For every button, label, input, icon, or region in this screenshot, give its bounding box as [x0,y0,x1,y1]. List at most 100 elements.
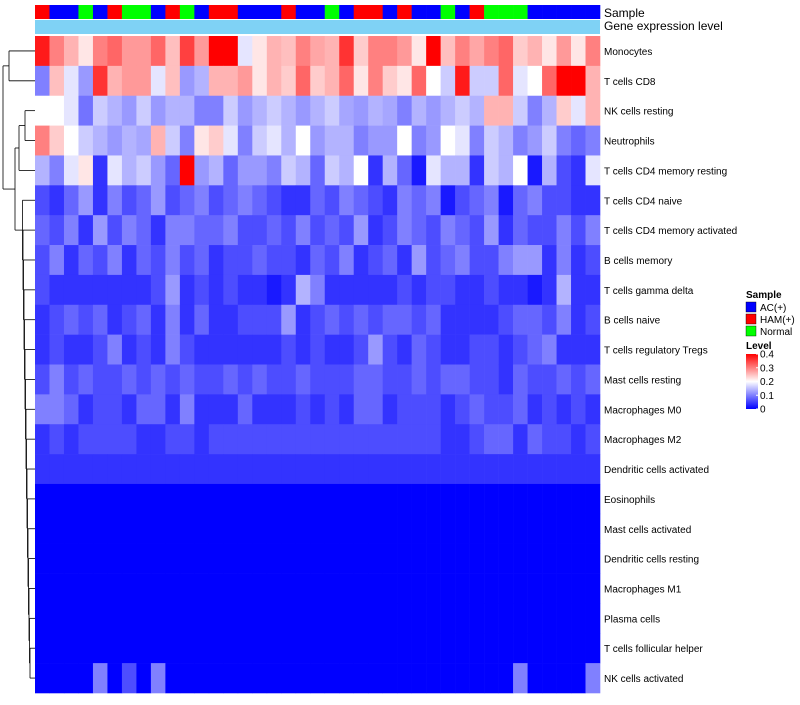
heatmap-cell [35,245,50,276]
heatmap-cell [295,424,311,455]
heatmap-cell [426,543,441,574]
sample-cell [252,5,268,19]
heatmap-cell [150,603,166,634]
heatmap-cell [49,215,65,246]
heatmap-cell [310,334,326,365]
heatmap-cell [165,573,181,604]
heatmap-cell [455,245,470,276]
heatmap-cell [353,543,369,574]
heatmap-cell [324,633,340,664]
heatmap-cell [440,304,456,335]
heatmap-cell [324,36,340,67]
heatmap-cell [63,185,79,216]
heatmap-cell [223,513,239,544]
heatmap-cell [498,95,514,126]
heatmap-cell [310,483,326,515]
heatmap-cell [208,65,224,97]
heatmap-cell [136,334,152,365]
heatmap-cell [527,245,543,276]
heatmap-cell [295,185,311,216]
heatmap-cell [382,573,398,604]
heatmap-cell [556,36,572,67]
heatmap-cell [542,304,557,335]
heatmap-cell [571,394,586,425]
heatmap-cell [237,125,253,156]
heatmap-cell [136,543,152,574]
heatmap-cell [266,125,282,156]
heatmap-cell [78,215,94,246]
heatmap-cell [49,483,65,515]
heatmap-cell [353,483,369,515]
heatmap-cell [455,364,470,395]
heatmap-cell [136,155,152,186]
heatmap-cell [368,633,383,664]
heatmap-cell [281,304,297,335]
heatmap-cell [237,513,253,544]
sample-cell [469,5,485,19]
heatmap-cell [136,185,152,216]
heatmap-cell [194,245,210,276]
heatmap-cell [165,394,181,425]
heatmap-cell [92,245,108,276]
annotation-title-sample: Sample [604,6,645,20]
heatmap-cell [339,603,355,634]
heatmap-cell [339,424,355,455]
heatmap-cell [469,334,485,365]
heatmap-cell [63,603,79,634]
heatmap-cell [411,334,427,365]
heatmap-cell [585,454,601,485]
heatmap-cell [252,155,268,186]
heatmap-cell [49,364,65,395]
heatmap-cell [527,394,543,425]
heatmap-cell [513,65,528,97]
heatmap-cell [107,424,123,455]
heatmap-cell [136,125,152,156]
heatmap-cell [78,274,94,306]
heatmap-cell [194,185,210,216]
heatmap-cell [150,65,166,97]
heatmap-cell [353,36,369,67]
heatmap-cell [252,185,268,216]
heatmap-cell [121,513,137,544]
row-label: Eosinophils [604,495,655,506]
heatmap-cell [252,543,268,574]
heatmap-cell [498,633,514,664]
row-label: B cells naive [604,316,661,327]
heatmap-cell [469,543,485,574]
heatmap-cell [368,155,383,186]
heatmap-cell [455,454,470,485]
heatmap-cell [194,65,210,97]
legend-level-ticks: 0.4 0.3 0.2 0.1 0 [756,350,774,416]
heatmap-cell [397,274,412,306]
heatmap-cell [527,454,543,485]
heatmap-cell [121,304,137,335]
heatmap-cell [295,364,311,395]
heatmap-cell [382,125,398,156]
heatmap-cell [49,125,65,156]
heatmap-cell [527,36,543,67]
heatmap-cell [353,334,369,365]
heatmap-cell [63,663,79,694]
heatmap-cell [585,274,601,306]
heatmap-cell [295,125,311,156]
sample-cell [150,5,166,19]
heatmap-cell [237,334,253,365]
heatmap-cell [179,185,195,216]
heatmap-cell [35,364,50,395]
heatmap-cell [150,513,166,544]
heatmap-cell [165,483,181,515]
heatmap-cell [411,603,427,634]
heatmap-cell [426,334,441,365]
heatmap-cell [150,663,166,694]
sample-annotation-bar [35,5,601,19]
heatmap-cell [281,513,297,544]
heatmap-cell [368,454,383,485]
heatmap-cell [208,245,224,276]
heatmap-cell [295,95,311,126]
heatmap-cell [121,65,137,97]
heatmap-cell [585,65,601,97]
heatmap-cell [353,125,369,156]
heatmap-cell [35,454,50,485]
heatmap-cell [49,573,65,604]
heatmap-cell [150,424,166,455]
